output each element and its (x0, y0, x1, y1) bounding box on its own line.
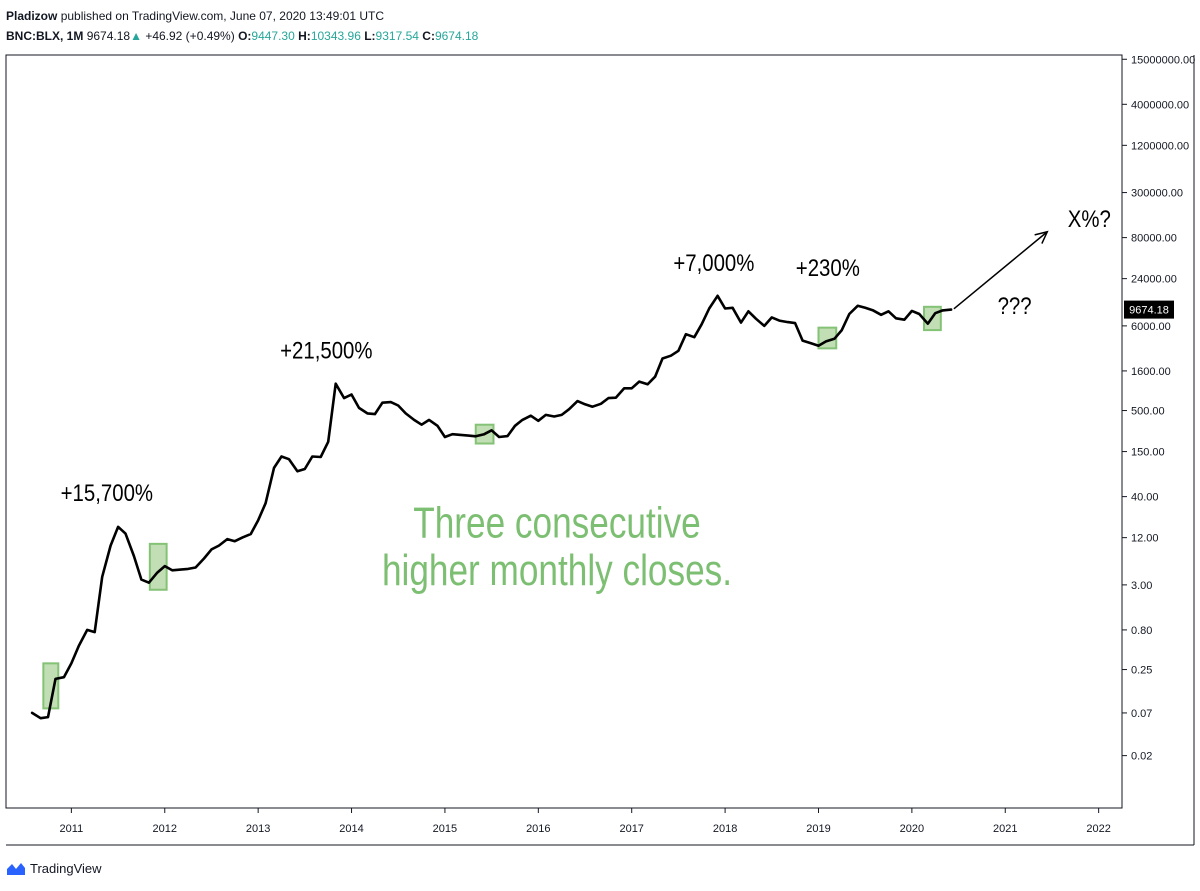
x-tick-label: 2013 (246, 823, 270, 835)
author-name[interactable]: Pladizow (6, 9, 58, 23)
x-tick-label: 2016 (526, 823, 550, 835)
y-tick-label: 12.00 (1131, 533, 1159, 545)
up-arrow-icon: ▲ (130, 29, 142, 43)
tradingview-brand[interactable]: TradingView (30, 860, 102, 876)
annotation-text: Three consecutive (413, 499, 701, 548)
y-tick-label: 0.02 (1131, 751, 1152, 763)
y-tick-label: 1600.00 (1131, 366, 1171, 378)
tradingview-logo-icon[interactable] (6, 860, 26, 876)
annotation-text: +230% (796, 254, 860, 281)
y-tick-label: 0.25 (1131, 665, 1152, 677)
x-tick-label: 2020 (900, 823, 924, 835)
last-price-tag: 9674.18 (1124, 300, 1174, 319)
close-value: 9674.18 (434, 29, 479, 43)
x-tick-label: 2022 (1086, 823, 1110, 835)
symbol-label[interactable]: BNC:BLX, 1M (6, 29, 84, 43)
x-tick-label: 2019 (806, 823, 830, 835)
x-tick-label: 2021 (993, 823, 1017, 835)
price-line (30, 294, 953, 720)
annotations: +15,700% +21,500% +7,000% +230%??? X%? Three … (61, 205, 1111, 595)
annotation-text: +7,000% (673, 249, 754, 276)
y-tick-label: 3.00 (1131, 580, 1152, 592)
x-tick-label: 2012 (153, 823, 177, 835)
ohlc-legend: BNC:BLX, 1M 9674.18▲ +46.92 (+0.49%) O:9… (6, 26, 1156, 46)
price-change: +46.92 (+0.49%) (145, 29, 235, 43)
y-tick-label: 500.00 (1131, 406, 1165, 418)
y-tick-label: 0.80 (1131, 625, 1152, 637)
y-tick-label: 15000000.00 (1131, 54, 1195, 66)
y-tick-label: 24000.00 (1131, 274, 1177, 286)
chart-header: Pladizow published on TradingView.com, J… (6, 6, 1156, 46)
footer: TradingView (6, 858, 102, 878)
y-tick-label: 80000.00 (1131, 233, 1177, 245)
x-tick-label: 2011 (60, 823, 84, 835)
y-tick-label: 150.00 (1131, 447, 1165, 459)
y-tick-label: 300000.00 (1131, 188, 1183, 200)
price-tag-label: 9674.18 (1129, 305, 1169, 317)
price-axis[interactable]: 15000000.00 4000000.00 1200000.00 300000.00… (1122, 54, 1195, 763)
price-tag-bg (1124, 300, 1174, 319)
y-tick-label: 1200000.00 (1131, 140, 1189, 152)
annotation-text: X%? (1068, 205, 1111, 232)
y-tick-label: 4000000.00 (1131, 99, 1189, 111)
x-tick-label: 2014 (339, 823, 363, 835)
open-value: 9447.30 (251, 29, 295, 43)
close-label: C: (422, 29, 435, 43)
last-price: 9674.18 (86, 29, 131, 43)
y-tick-label: 6000.00 (1131, 321, 1171, 333)
high-value: 10343.96 (310, 29, 361, 43)
x-tick-label: 2018 (713, 823, 737, 835)
y-tick-label: 40.00 (1131, 492, 1159, 504)
plot-border (5, 54, 1123, 809)
low-value: 9317.54 (375, 29, 419, 43)
annotation-text: higher monthly closes. (382, 546, 732, 595)
price-series (30, 294, 953, 720)
arrow-head-icon (1034, 230, 1049, 244)
published-text: published on TradingView.com, June 07, 2… (60, 9, 385, 23)
chart-frame (5, 54, 1195, 846)
y-tick-label: 0.07 (1131, 708, 1152, 720)
high-label: H: (298, 29, 311, 43)
x-tick-label: 2015 (433, 823, 457, 835)
open-label: O: (238, 29, 252, 43)
annotation-text: +15,700% (61, 480, 153, 507)
publish-line: Pladizow published on TradingView.com, J… (6, 6, 1156, 26)
time-axis[interactable]: 2011 2012 2013 2014 2015 2016 2017 2018 2019 2020… (60, 808, 1111, 835)
projection-arrow-line (953, 231, 1048, 310)
annotation-text: +21,500% (280, 337, 372, 364)
low-label: L: (364, 29, 376, 43)
annotation-text: ??? (998, 292, 1032, 319)
x-tick-label: 2017 (619, 823, 643, 835)
